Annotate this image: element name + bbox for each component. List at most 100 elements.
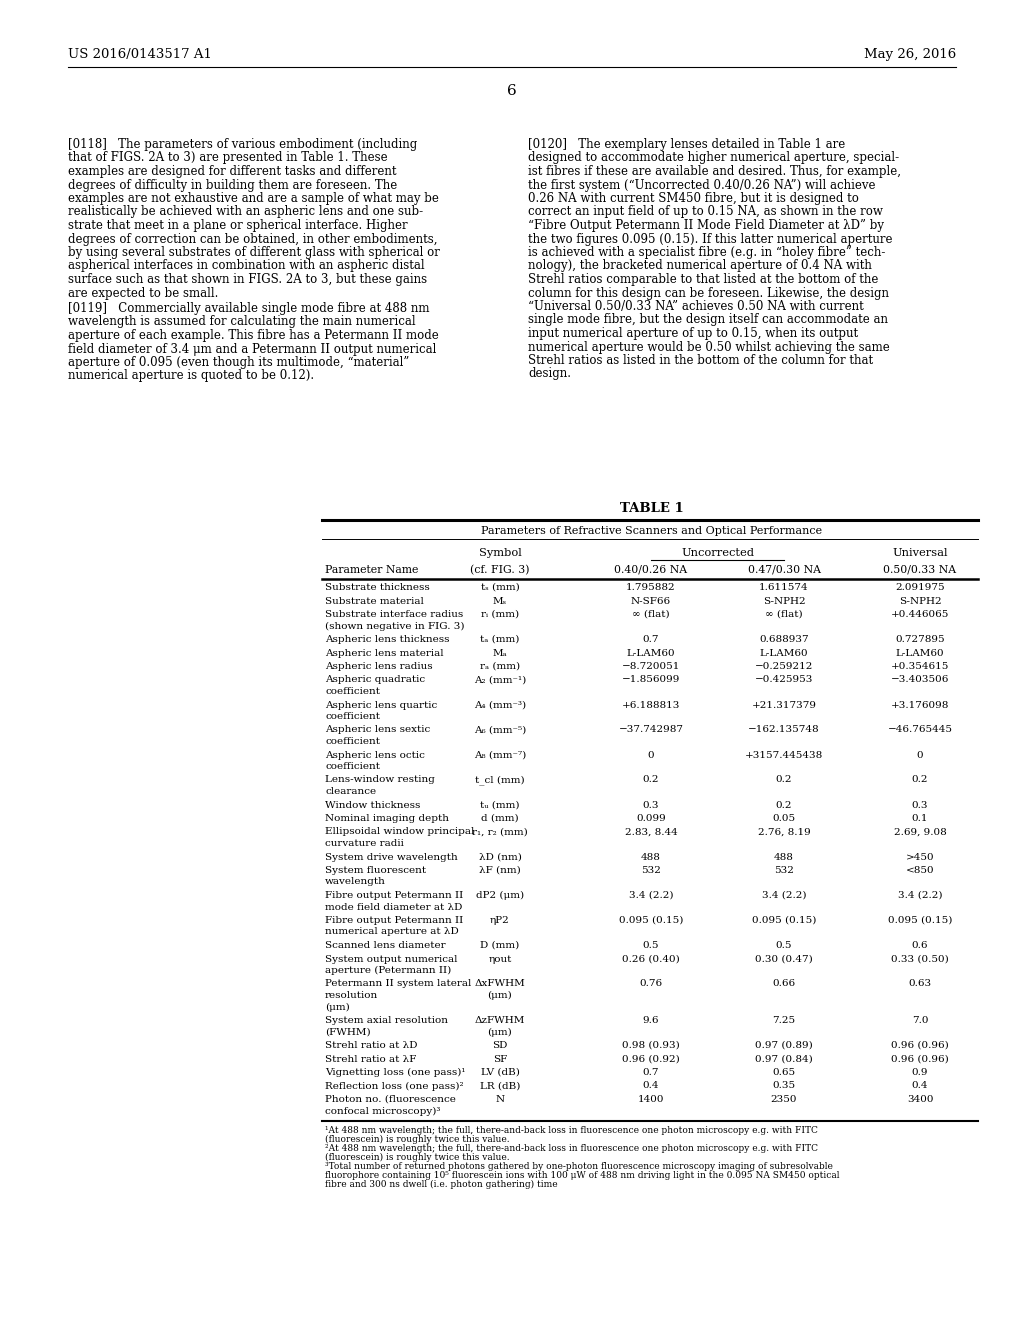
Text: (shown negative in FIG. 3): (shown negative in FIG. 3) xyxy=(325,622,465,631)
Text: clearance: clearance xyxy=(325,787,376,796)
Text: Aspheric lens octic: Aspheric lens octic xyxy=(325,751,425,759)
Text: coefficient: coefficient xyxy=(325,737,380,746)
Text: 6: 6 xyxy=(507,84,517,98)
Text: are expected to be small.: are expected to be small. xyxy=(68,286,218,300)
Text: r₁, r₂ (mm): r₁, r₂ (mm) xyxy=(472,828,528,837)
Text: examples are not exhaustive and are a sample of what may be: examples are not exhaustive and are a sa… xyxy=(68,191,439,205)
Text: 3.4 (2.2): 3.4 (2.2) xyxy=(898,891,942,900)
Text: 0.40/0.26 NA: 0.40/0.26 NA xyxy=(614,565,687,576)
Text: ηout: ηout xyxy=(488,954,512,964)
Text: ∞ (flat): ∞ (flat) xyxy=(632,610,670,619)
Text: −162.135748: −162.135748 xyxy=(749,726,820,734)
Text: 7.25: 7.25 xyxy=(772,1016,796,1026)
Text: by using several substrates of different glass with spherical or: by using several substrates of different… xyxy=(68,246,440,259)
Text: mode field diameter at λD: mode field diameter at λD xyxy=(325,903,463,912)
Text: is achieved with a specialist fibre (e.g. in “holey fibre” tech-: is achieved with a specialist fibre (e.g… xyxy=(528,246,886,259)
Text: 0: 0 xyxy=(648,751,654,759)
Text: 0.688937: 0.688937 xyxy=(759,635,809,644)
Text: LV (dB): LV (dB) xyxy=(480,1068,519,1077)
Text: +0.446065: +0.446065 xyxy=(891,610,949,619)
Text: tᵤ (mm): tᵤ (mm) xyxy=(480,800,520,809)
Text: −0.425953: −0.425953 xyxy=(755,676,813,685)
Text: 3.4 (2.2): 3.4 (2.2) xyxy=(762,891,806,900)
Text: 3400: 3400 xyxy=(906,1096,933,1104)
Text: <850: <850 xyxy=(905,866,934,875)
Text: ηP2: ηP2 xyxy=(490,916,510,925)
Text: λD (nm): λD (nm) xyxy=(478,853,521,862)
Text: 0.2: 0.2 xyxy=(776,800,793,809)
Text: 0.33 (0.50): 0.33 (0.50) xyxy=(891,954,949,964)
Text: wavelength: wavelength xyxy=(325,878,386,887)
Text: 0.96 (0.96): 0.96 (0.96) xyxy=(891,1055,949,1064)
Text: 2.091975: 2.091975 xyxy=(895,583,945,591)
Text: “Universal 0.50/0.33 NA” achieves 0.50 NA with current: “Universal 0.50/0.33 NA” achieves 0.50 N… xyxy=(528,300,864,313)
Text: tₐ (mm): tₐ (mm) xyxy=(480,635,520,644)
Text: 0.5: 0.5 xyxy=(643,941,659,950)
Text: TABLE 1: TABLE 1 xyxy=(621,502,684,515)
Text: System drive wavelength: System drive wavelength xyxy=(325,853,458,862)
Text: (μm): (μm) xyxy=(487,991,512,1001)
Text: Scanned lens diameter: Scanned lens diameter xyxy=(325,941,445,950)
Text: ∞ (flat): ∞ (flat) xyxy=(765,610,803,619)
Text: resolution: resolution xyxy=(325,991,378,1001)
Text: +3.176098: +3.176098 xyxy=(891,701,949,710)
Text: Strehl ratios comparable to that listed at the bottom of the: Strehl ratios comparable to that listed … xyxy=(528,273,879,286)
Text: ΔxFWHM: ΔxFWHM xyxy=(475,979,525,989)
Text: nology), the bracketed numerical aperture of 0.4 NA with: nology), the bracketed numerical apertur… xyxy=(528,260,871,272)
Text: A₄ (mm⁻³): A₄ (mm⁻³) xyxy=(474,701,526,710)
Text: 0.97 (0.84): 0.97 (0.84) xyxy=(755,1055,813,1064)
Text: numerical aperture at λD: numerical aperture at λD xyxy=(325,928,459,936)
Text: 0.095 (0.15): 0.095 (0.15) xyxy=(752,916,816,925)
Text: Parameters of Refractive Scanners and Optical Performance: Parameters of Refractive Scanners and Op… xyxy=(481,525,822,536)
Text: aperture (Petermann II): aperture (Petermann II) xyxy=(325,966,452,975)
Text: −37.742987: −37.742987 xyxy=(618,726,683,734)
Text: 0.35: 0.35 xyxy=(772,1081,796,1090)
Text: −8.720051: −8.720051 xyxy=(622,663,680,671)
Text: 3.4 (2.2): 3.4 (2.2) xyxy=(629,891,673,900)
Text: Strehl ratio at λD: Strehl ratio at λD xyxy=(325,1041,418,1049)
Text: 0.099: 0.099 xyxy=(636,814,666,822)
Text: N-SF66: N-SF66 xyxy=(631,597,671,606)
Text: Photon no. (fluorescence: Photon no. (fluorescence xyxy=(325,1096,456,1104)
Text: numerical aperture would be 0.50 whilst achieving the same: numerical aperture would be 0.50 whilst … xyxy=(528,341,890,354)
Text: System axial resolution: System axial resolution xyxy=(325,1016,449,1026)
Text: 7.0: 7.0 xyxy=(911,1016,928,1026)
Text: designed to accommodate higher numerical aperture, special-: designed to accommodate higher numerical… xyxy=(528,152,899,165)
Text: Substrate interface radius: Substrate interface radius xyxy=(325,610,463,619)
Text: Strehl ratios as listed in the bottom of the column for that: Strehl ratios as listed in the bottom of… xyxy=(528,354,873,367)
Text: System output numerical: System output numerical xyxy=(325,954,458,964)
Text: (μm): (μm) xyxy=(487,1027,512,1036)
Text: N: N xyxy=(496,1096,505,1104)
Text: 532: 532 xyxy=(641,866,660,875)
Text: Substrate material: Substrate material xyxy=(325,597,424,606)
Text: tₛ (mm): tₛ (mm) xyxy=(480,583,519,591)
Text: 0.9: 0.9 xyxy=(911,1068,928,1077)
Text: 532: 532 xyxy=(774,866,794,875)
Text: 0.7: 0.7 xyxy=(643,635,659,644)
Text: 1400: 1400 xyxy=(638,1096,665,1104)
Text: 0.26 (0.40): 0.26 (0.40) xyxy=(623,954,680,964)
Text: ²At 488 nm wavelength; the full, there-and-back loss in fluorescence one photon : ²At 488 nm wavelength; the full, there-a… xyxy=(325,1144,818,1152)
Text: 0.50/0.33 NA: 0.50/0.33 NA xyxy=(884,565,956,576)
Text: ΔzFWHM: ΔzFWHM xyxy=(475,1016,525,1026)
Text: numerical aperture is quoted to be 0.12).: numerical aperture is quoted to be 0.12)… xyxy=(68,370,314,383)
Text: (fluorescein) is roughly twice this value.: (fluorescein) is roughly twice this valu… xyxy=(325,1135,510,1144)
Text: 2.83, 8.44: 2.83, 8.44 xyxy=(625,828,677,837)
Text: 2.69, 9.08: 2.69, 9.08 xyxy=(894,828,946,837)
Text: coefficient: coefficient xyxy=(325,762,380,771)
Text: 0.1: 0.1 xyxy=(911,814,928,822)
Text: design.: design. xyxy=(528,367,571,380)
Text: wavelength is assumed for calculating the main numerical: wavelength is assumed for calculating th… xyxy=(68,315,416,329)
Text: 2350: 2350 xyxy=(771,1096,798,1104)
Text: US 2016/0143517 A1: US 2016/0143517 A1 xyxy=(68,48,212,61)
Text: 0.2: 0.2 xyxy=(911,776,928,784)
Text: Reflection loss (one pass)²: Reflection loss (one pass)² xyxy=(325,1081,464,1090)
Text: A₆ (mm⁻⁵): A₆ (mm⁻⁵) xyxy=(474,726,526,734)
Text: 9.6: 9.6 xyxy=(643,1016,659,1026)
Text: strate that meet in a plane or spherical interface. Higher: strate that meet in a plane or spherical… xyxy=(68,219,408,232)
Text: ¹At 488 nm wavelength; the full, there-and-back loss in fluorescence one photon : ¹At 488 nm wavelength; the full, there-a… xyxy=(325,1126,818,1135)
Text: A₈ (mm⁻⁷): A₈ (mm⁻⁷) xyxy=(474,751,526,759)
Text: L-LAM60: L-LAM60 xyxy=(896,648,944,657)
Text: field diameter of 3.4 μm and a Petermann II output numerical: field diameter of 3.4 μm and a Petermann… xyxy=(68,342,436,355)
Text: Fibre output Petermann II: Fibre output Petermann II xyxy=(325,891,463,900)
